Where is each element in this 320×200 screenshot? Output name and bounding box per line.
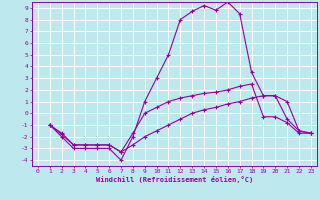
X-axis label: Windchill (Refroidissement éolien,°C): Windchill (Refroidissement éolien,°C)	[96, 176, 253, 183]
